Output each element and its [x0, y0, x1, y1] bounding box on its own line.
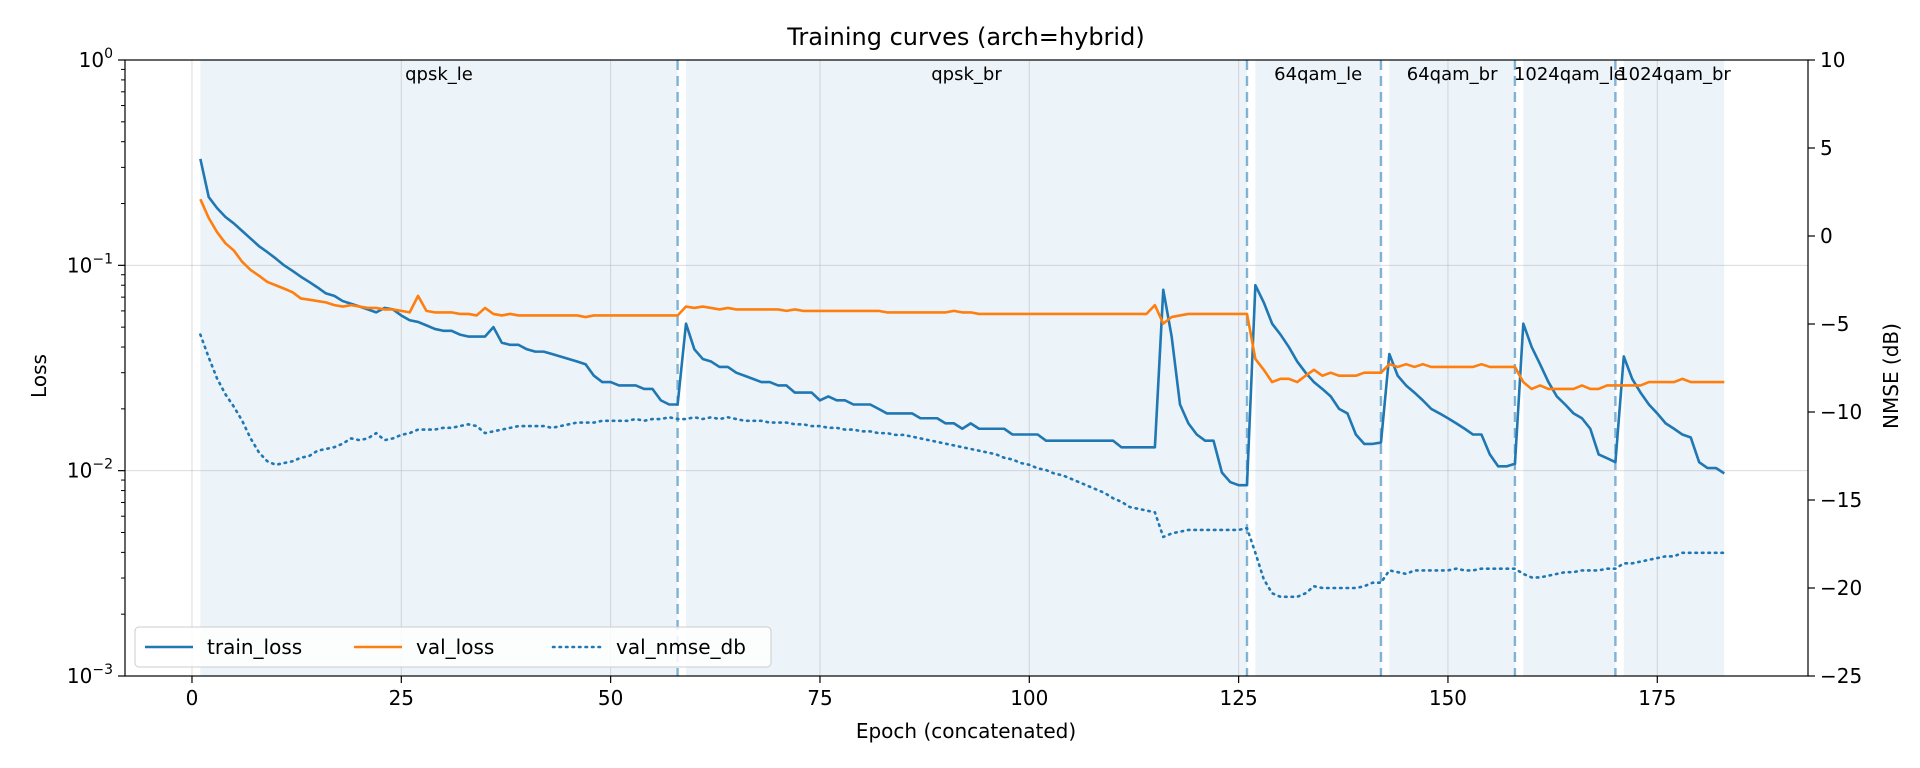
- phase-label-1024qam_le: 1024qam_le: [1514, 64, 1625, 85]
- series-line-train-loss: [199, 158, 1725, 487]
- y-right-tick-label: 10: [1820, 48, 1845, 72]
- series-line-val-nmse-db: [199, 333, 1726, 599]
- legend-label-train-loss: train_loss: [207, 635, 302, 659]
- plot-frame: [124, 59, 1809, 677]
- phase-label-64qam_br: 64qam_br: [1407, 64, 1498, 85]
- phase-label-1024qam_br: 1024qam_br: [1617, 64, 1731, 85]
- series-layer: [199, 158, 1726, 599]
- x-tick-label: 0: [186, 686, 199, 710]
- phase-label-qpsk_le: qpsk_le: [405, 64, 473, 85]
- chart-title: Training curves (arch=hybrid): [786, 23, 1144, 51]
- legend-label-val-loss: val_loss: [416, 635, 494, 659]
- legend-box: [134, 626, 772, 668]
- y-left-tick-label: 100: [79, 46, 113, 72]
- phase-band-qpsk_le: [200, 60, 678, 676]
- x-tick-label: 25: [389, 686, 414, 710]
- y-left-axis-label: Loss: [27, 354, 51, 398]
- x-tick-label: 50: [598, 686, 623, 710]
- y-right-tick-label: 5: [1820, 136, 1833, 160]
- y-right-axis-label: NMSE (dB): [1879, 323, 1903, 429]
- y-left-tick-label: 10−1: [67, 251, 113, 277]
- phase-label-qpsk_br: qpsk_br: [931, 64, 1002, 85]
- legend-label-val-nmse-db: val_nmse_db: [616, 635, 746, 659]
- x-axis-label: Epoch (concatenated): [856, 719, 1076, 743]
- x-tick-label: 100: [1010, 686, 1048, 710]
- phase-band-64qam_le: [1255, 60, 1381, 676]
- y-right-tick-label: −15: [1820, 488, 1862, 512]
- y-right-tick-label: −10: [1820, 400, 1862, 424]
- y-right-tick-label: 0: [1820, 224, 1833, 248]
- y-right-tick-label: −25: [1820, 664, 1862, 688]
- x-tick-label: 125: [1220, 686, 1258, 710]
- x-tick-label: 175: [1638, 686, 1676, 710]
- y-left-tick-label: 10−2: [67, 457, 113, 483]
- phase-label-64qam_le: 64qam_le: [1274, 64, 1362, 85]
- phase-label-layer: qpsk_le qpsk_br 64qam_le 64qam_br 1024qam_le…: [405, 64, 1731, 85]
- y-right-tick-label: −5: [1820, 312, 1849, 336]
- y-right-tick-label: −20: [1820, 576, 1862, 600]
- phase-band-qpsk_br: [686, 60, 1247, 676]
- x-tick-label: 75: [807, 686, 832, 710]
- phase-band-1024qam_br: [1623, 60, 1725, 676]
- legend: train_loss val_loss val_nmse_db: [134, 626, 772, 668]
- y-left-tick-label: 10−3: [67, 662, 113, 688]
- x-tick-label: 150: [1429, 686, 1467, 710]
- series-line-val-loss: [199, 198, 1725, 391]
- phase-band-1024qam_le: [1523, 60, 1616, 676]
